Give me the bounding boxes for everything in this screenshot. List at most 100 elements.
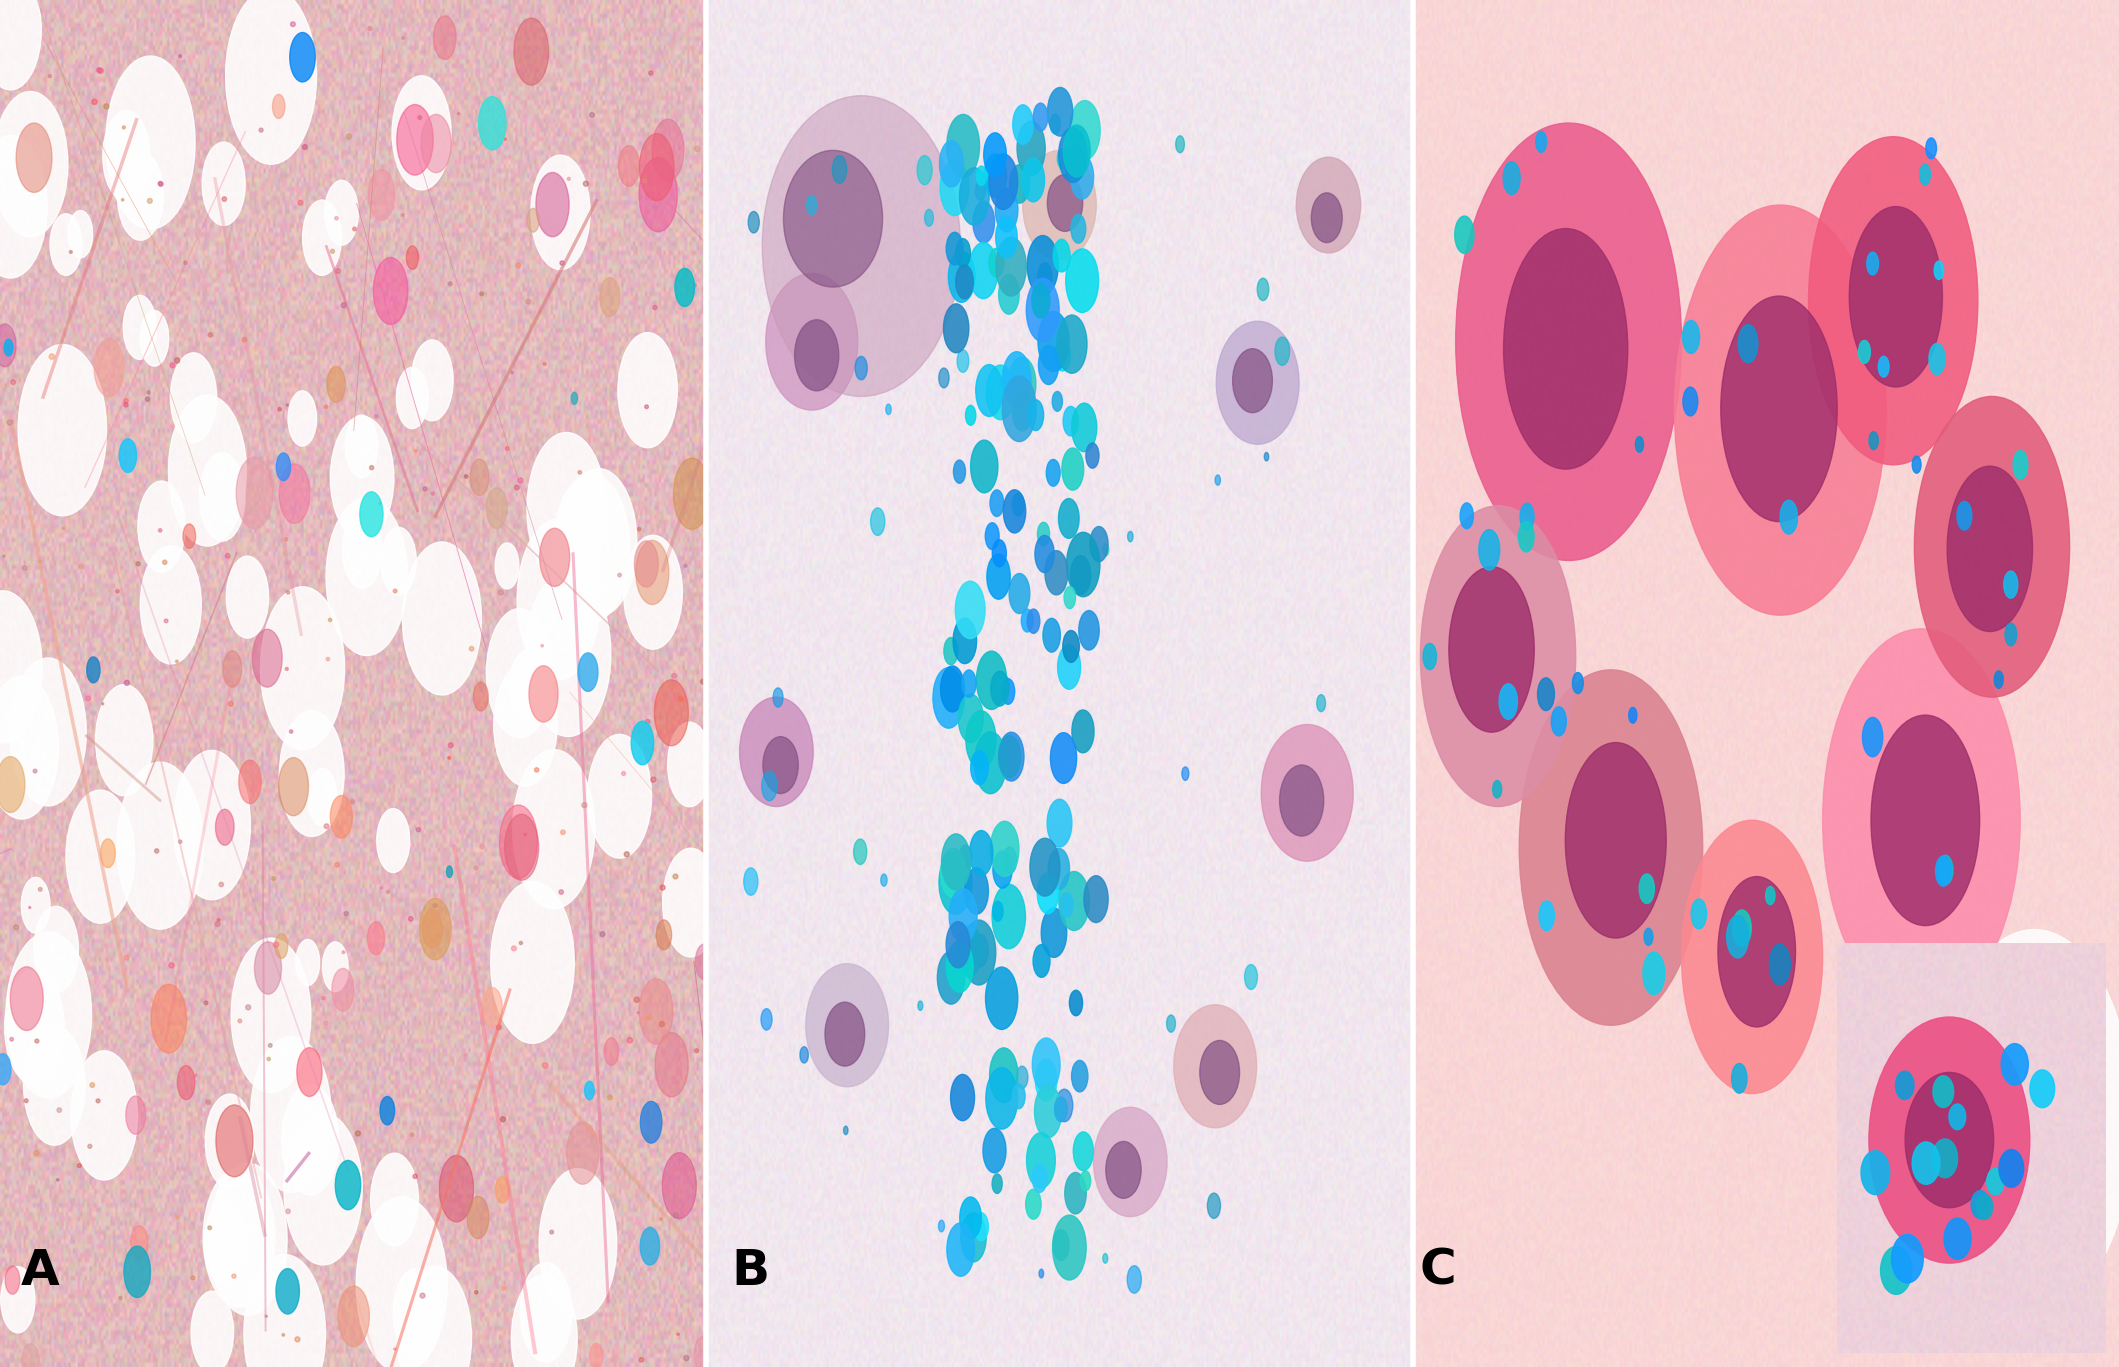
Point (545, 252, 578, 273)
Point (106, 189, 140, 211)
Circle shape (66, 790, 136, 923)
Point (602, 565, 636, 586)
Circle shape (990, 1048, 1017, 1103)
Circle shape (975, 365, 1002, 417)
Circle shape (918, 156, 932, 185)
Circle shape (0, 1267, 34, 1333)
Point (659, 865, 693, 887)
Point (625, 1349, 659, 1367)
Point (320, 208, 354, 230)
Point (464, 675, 498, 697)
Ellipse shape (784, 150, 884, 287)
Point (638, 297, 672, 319)
Circle shape (2005, 571, 2017, 599)
Circle shape (201, 142, 246, 226)
Circle shape (945, 921, 971, 968)
Circle shape (1850, 206, 1943, 387)
Point (680, 1040, 714, 1062)
Point (259, 934, 292, 956)
Circle shape (1636, 436, 1644, 452)
Circle shape (216, 1105, 252, 1177)
Point (663, 688, 697, 709)
Point (144, 519, 178, 541)
Circle shape (356, 1197, 447, 1367)
Circle shape (303, 200, 341, 275)
Circle shape (167, 395, 246, 545)
Point (629, 396, 663, 418)
Text: C: C (1420, 1247, 1456, 1295)
Circle shape (420, 898, 451, 960)
Point (0, 372, 30, 394)
Circle shape (983, 1128, 1007, 1173)
Circle shape (663, 849, 718, 957)
Circle shape (2030, 1070, 2055, 1107)
Circle shape (1070, 990, 1083, 1016)
Point (227, 328, 261, 350)
Point (519, 759, 553, 781)
Circle shape (140, 310, 170, 366)
Circle shape (254, 942, 282, 994)
Circle shape (924, 209, 932, 227)
Circle shape (225, 0, 316, 164)
Circle shape (150, 984, 186, 1053)
Circle shape (937, 951, 964, 1005)
Circle shape (526, 571, 610, 737)
Circle shape (1028, 235, 1057, 295)
Circle shape (966, 711, 996, 768)
Circle shape (958, 694, 983, 742)
Circle shape (369, 170, 394, 220)
Circle shape (1045, 551, 1068, 595)
Point (121, 552, 155, 574)
Point (670, 1346, 704, 1367)
Circle shape (178, 1066, 195, 1099)
Circle shape (1038, 346, 1060, 384)
Circle shape (983, 133, 1007, 176)
Point (434, 734, 468, 756)
Circle shape (1456, 216, 1475, 253)
Circle shape (1892, 1234, 1924, 1282)
Circle shape (307, 768, 337, 826)
Circle shape (674, 268, 695, 306)
Point (631, 711, 665, 733)
Point (161, 1207, 195, 1229)
Circle shape (0, 756, 25, 812)
Circle shape (960, 1213, 985, 1262)
Circle shape (956, 925, 983, 976)
Point (148, 551, 182, 573)
Circle shape (1502, 161, 1519, 194)
Circle shape (11, 966, 42, 1031)
Circle shape (182, 524, 195, 548)
Circle shape (0, 135, 47, 278)
Point (131, 381, 165, 403)
Circle shape (1034, 1085, 1062, 1137)
Point (144, 174, 178, 195)
Circle shape (951, 1074, 975, 1121)
Circle shape (1057, 645, 1081, 689)
Circle shape (640, 157, 678, 232)
Point (273, 720, 307, 742)
Circle shape (17, 123, 53, 193)
Circle shape (481, 987, 502, 1027)
Circle shape (1026, 1133, 1055, 1188)
Circle shape (1682, 820, 1822, 1094)
Ellipse shape (824, 1002, 865, 1066)
Circle shape (1102, 544, 1108, 556)
Circle shape (1062, 448, 1083, 491)
Circle shape (1765, 887, 1776, 905)
Circle shape (51, 213, 83, 275)
Circle shape (960, 845, 971, 868)
Circle shape (138, 481, 184, 573)
Circle shape (222, 651, 242, 688)
Circle shape (1640, 874, 1655, 904)
Circle shape (1002, 376, 1036, 442)
Circle shape (0, 1054, 11, 1085)
Point (47, 517, 81, 539)
Circle shape (93, 339, 125, 396)
Circle shape (1176, 135, 1185, 153)
Circle shape (1933, 1076, 1954, 1107)
Point (110, 673, 144, 694)
Circle shape (663, 1152, 697, 1218)
Circle shape (1869, 432, 1877, 450)
Circle shape (1733, 910, 1750, 946)
Circle shape (1066, 249, 1098, 313)
